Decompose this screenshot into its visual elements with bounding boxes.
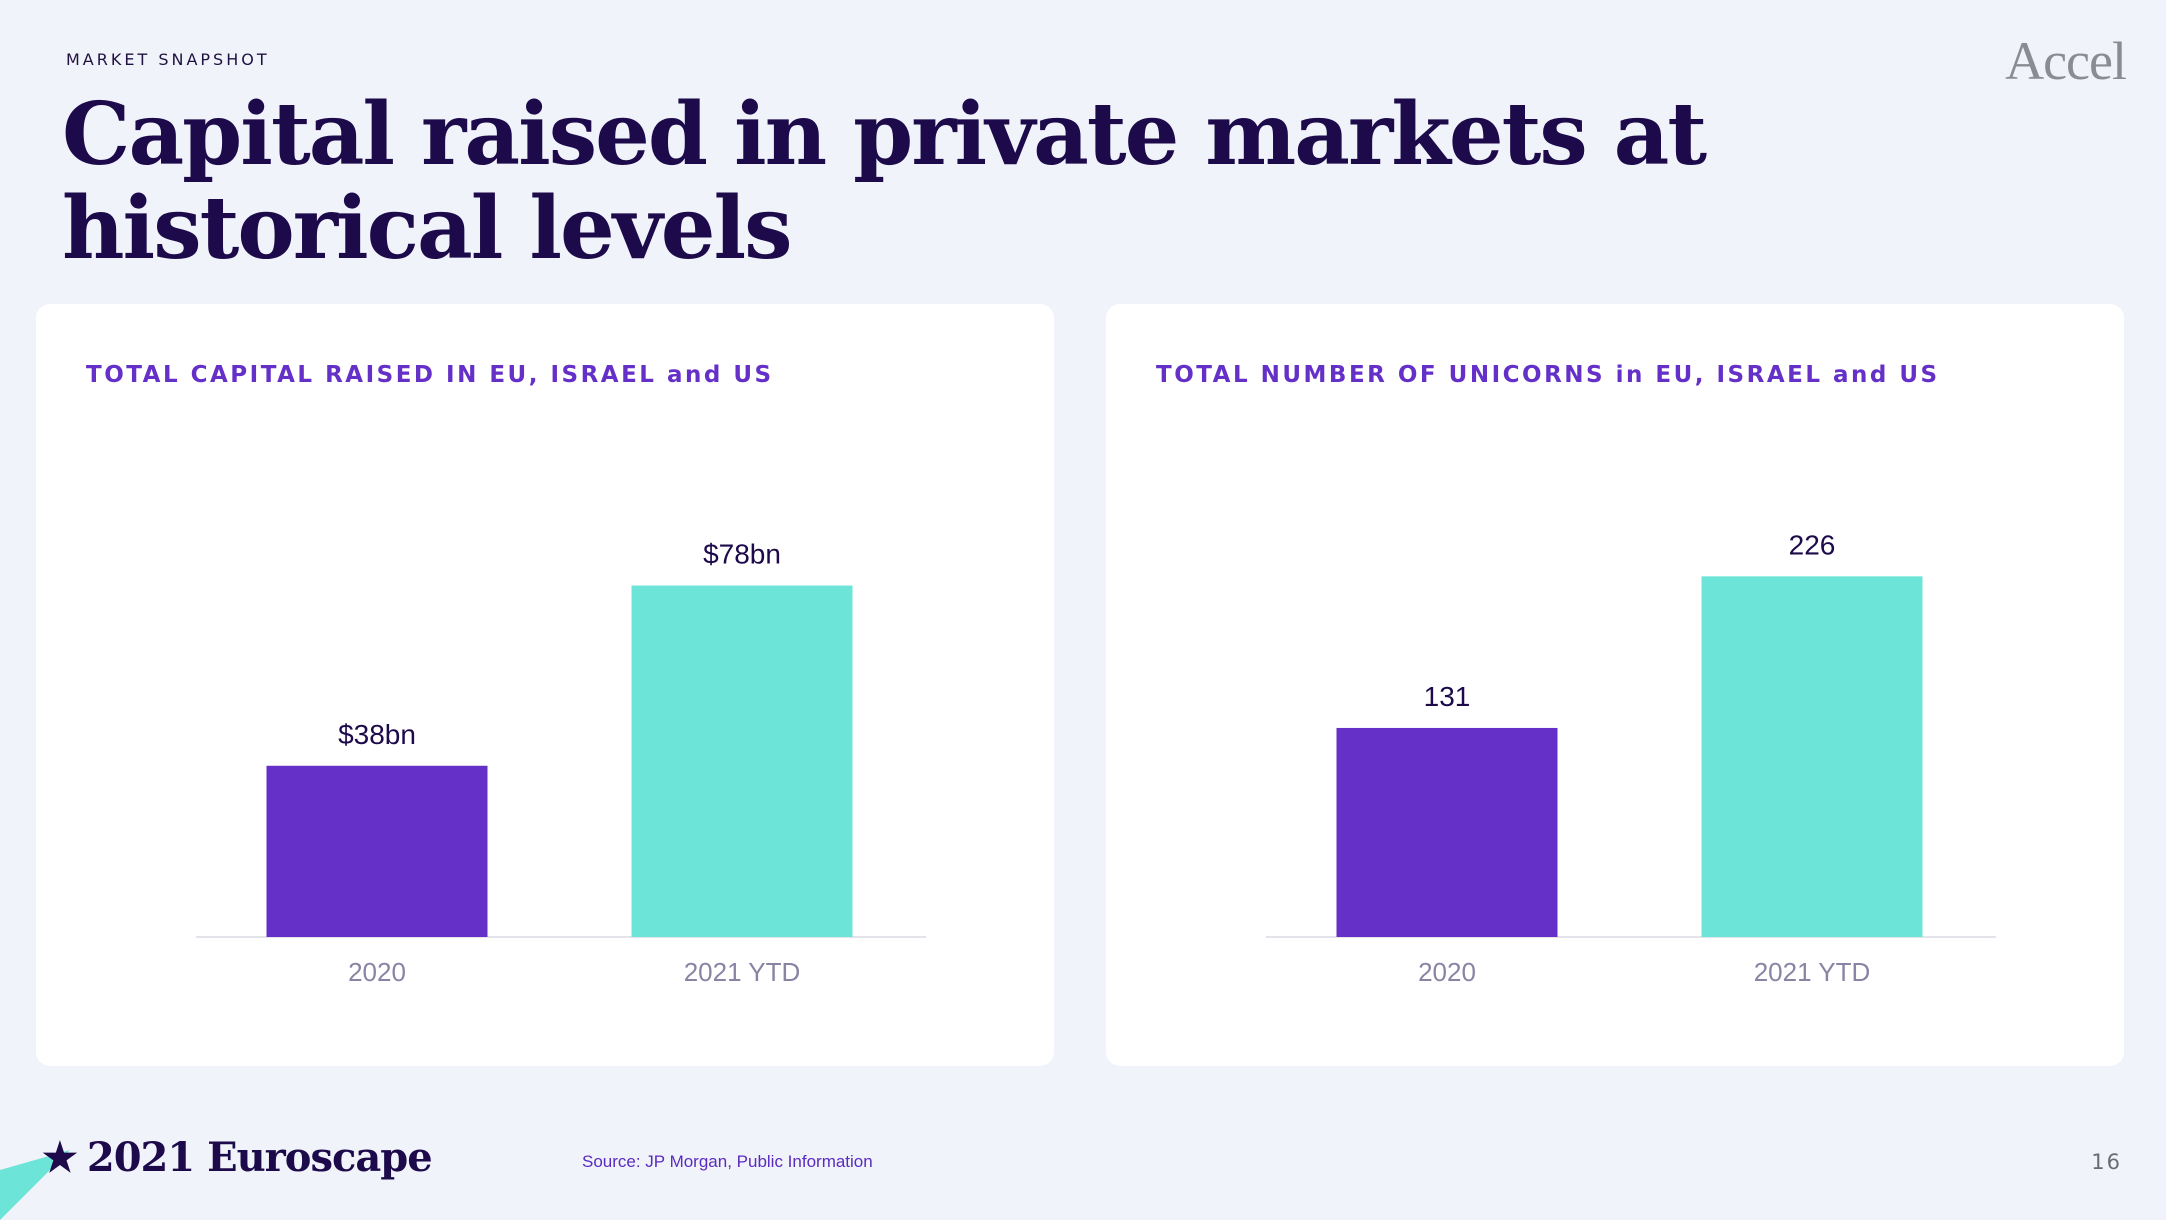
page-title: Capital raised in private markets at his…	[62, 84, 1707, 279]
bar-2020	[266, 765, 488, 937]
chart-card-capital: TOTAL CAPITAL RAISED IN EU, ISRAEL and U…	[36, 304, 1054, 1066]
data-label: 226	[1789, 529, 1836, 560]
x-tick-label: 2020	[1418, 957, 1476, 987]
footer-brand-label: 2021 Euroscape	[86, 1134, 433, 1181]
chart-card-unicorns: TOTAL NUMBER OF UNICORNS in EU, ISRAEL a…	[1106, 304, 2124, 1066]
teal-corner-decoration	[0, 1150, 70, 1220]
x-tick-label: 2021 YTD	[684, 957, 801, 987]
chart-title: TOTAL NUMBER OF UNICORNS in EU, ISRAEL a…	[1156, 362, 1940, 388]
x-tick-label: 2021 YTD	[1754, 957, 1871, 987]
capital-bar-chart: $38bn 2020 $78bn 2021 YTD	[196, 539, 926, 987]
data-label: $78bn	[703, 539, 781, 570]
source-note: Source: JP Morgan, Public Information	[582, 1152, 873, 1171]
unicorns-bar-chart: 131 2020 226 2021 YTD	[1266, 529, 1996, 987]
chart-title: TOTAL CAPITAL RAISED IN EU, ISRAEL and U…	[86, 362, 774, 388]
bar-2021-ytd	[631, 585, 853, 937]
data-label: 131	[1424, 681, 1471, 712]
page-number: 16	[2091, 1150, 2122, 1174]
data-label: $38bn	[338, 719, 416, 750]
accel-logo: Accel	[2005, 31, 2127, 91]
x-tick-label: 2020	[348, 957, 406, 987]
section-eyebrow: MARKET SNAPSHOT	[66, 50, 270, 69]
bar-2020	[1336, 727, 1558, 937]
star-icon: ★	[42, 1134, 78, 1181]
footer-brand: ★ 2021 Euroscape	[42, 1134, 433, 1181]
bar-2021-ytd	[1701, 576, 1923, 937]
